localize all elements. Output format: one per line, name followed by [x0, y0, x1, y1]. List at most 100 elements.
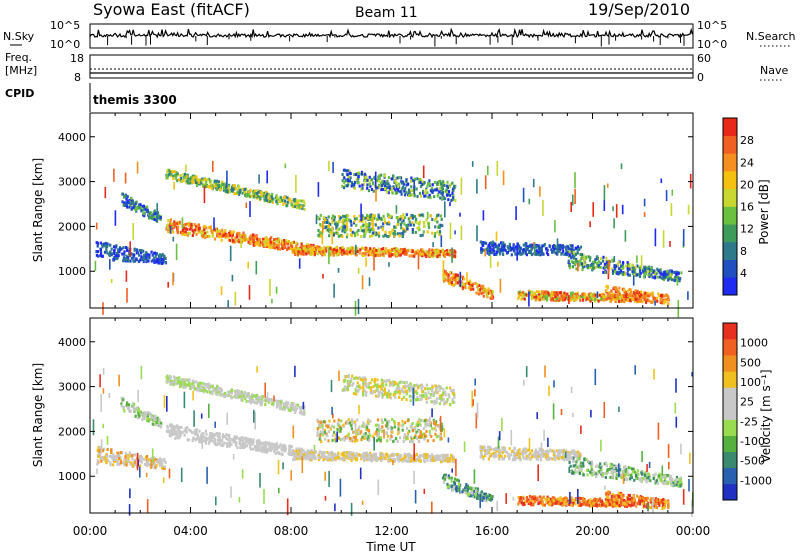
- range-gate-cell: [244, 436, 248, 440]
- range-gate-cell: [200, 389, 203, 392]
- range-gate-cell: [538, 290, 541, 294]
- range-gate-cell: [249, 242, 252, 246]
- range-gate-cell: [376, 186, 379, 190]
- range-gate-cell: [410, 179, 413, 183]
- range-gate-cell: [374, 453, 377, 457]
- range-gate-cell: [349, 451, 352, 455]
- range-gate-cell: [331, 219, 334, 223]
- range-gate-cell: [450, 283, 454, 287]
- range-gate-cell: [495, 253, 498, 256]
- range-gate-cell: [243, 391, 246, 395]
- range-gate-cell: [402, 230, 405, 233]
- range-gate-cell: [362, 223, 365, 227]
- range-gate-cell: [675, 273, 678, 276]
- range-gate-cell: [126, 199, 129, 203]
- range-gate-cell: [259, 442, 262, 445]
- range-gate-cell: [205, 180, 208, 184]
- range-gate-cell: [349, 455, 352, 459]
- range-gate-cell: [189, 227, 192, 231]
- range-gate-cell: [551, 250, 554, 254]
- range-gate-cell: [420, 250, 424, 254]
- range-gate-cell: [375, 187, 378, 191]
- range-gate-cell: [300, 451, 303, 455]
- range-gate-cell: [248, 399, 251, 403]
- range-gate-cell: [416, 194, 419, 198]
- range-gate-streak: [113, 168, 115, 182]
- range-gate-cell: [206, 230, 209, 234]
- range-gate-cell: [145, 458, 148, 462]
- range-gate-cell: [500, 246, 503, 250]
- range-gate-cell: [334, 456, 337, 460]
- range-gate-cell: [271, 399, 274, 403]
- range-gate-cell: [570, 260, 573, 264]
- range-gate-cell: [460, 284, 464, 288]
- range-gate-cell: [366, 186, 369, 190]
- range-gate-cell: [602, 295, 605, 298]
- range-gate-cell: [578, 263, 581, 267]
- range-gate-cell: [599, 265, 602, 269]
- range-gate-cell: [366, 183, 369, 187]
- range-gate-cell: [140, 255, 143, 259]
- range-gate-cell: [487, 292, 490, 295]
- range-gate-cell: [571, 265, 575, 269]
- range-gate-cell: [174, 222, 178, 225]
- range-gate-cell: [272, 197, 275, 201]
- range-gate-cell: [294, 247, 297, 250]
- range-gate-cell: [418, 221, 421, 225]
- range-gate-cell: [159, 218, 162, 221]
- range-gate-cell: [126, 246, 129, 250]
- range-gate-cell: [286, 405, 289, 408]
- range-gate-cell: [613, 286, 616, 289]
- range-gate-cell: [417, 455, 420, 459]
- range-gate-cell: [350, 234, 353, 238]
- range-gate-cell: [318, 231, 321, 235]
- range-gate-cell: [288, 408, 291, 412]
- range-gate-cell: [290, 203, 293, 207]
- range-gate-cell: [341, 235, 344, 239]
- range-gate-cell: [350, 252, 353, 256]
- range-gate-cell: [125, 197, 128, 201]
- range-gate-cell: [270, 192, 274, 196]
- range-gate-cell: [315, 251, 318, 255]
- range-gate-cell: [526, 245, 529, 249]
- range-gate-cell: [133, 247, 136, 251]
- range-gate-cell: [619, 269, 623, 273]
- range-gate-cell: [624, 290, 627, 294]
- range-gate-cell: [402, 182, 405, 186]
- range-gate-cell: [278, 445, 281, 449]
- range-gate-cell: [184, 227, 187, 231]
- range-gate-cell: [363, 459, 366, 463]
- range-gate-cell: [479, 240, 482, 244]
- range-gate-cell: [585, 298, 588, 302]
- range-gate-cell: [255, 191, 258, 195]
- range-gate-cell: [370, 215, 373, 219]
- range-gate-cell: [233, 394, 236, 398]
- range-gate-cell: [341, 220, 344, 224]
- range-gate-cell: [400, 226, 403, 230]
- power-panel-frame: [89, 112, 694, 309]
- range-gate-cell: [296, 253, 300, 257]
- range-gate-cell: [336, 228, 339, 232]
- range-gate-cell: [226, 233, 230, 237]
- range-gate-cell: [347, 179, 350, 183]
- range-gate-cell: [665, 269, 668, 273]
- range-gate-cell: [423, 191, 426, 195]
- range-gate-streak: [240, 237, 242, 249]
- range-gate-cell: [264, 403, 267, 407]
- range-gate-cell: [436, 455, 439, 458]
- range-gate-cell: [178, 431, 181, 435]
- range-gate-cell: [368, 175, 371, 179]
- range-gate-cell: [242, 190, 246, 193]
- range-gate-cell: [380, 173, 383, 177]
- range-gate-cell: [289, 406, 292, 410]
- range-gate-cell: [216, 392, 219, 396]
- range-gate-cell: [671, 278, 674, 282]
- range-gate-cell: [533, 295, 536, 299]
- range-gate-cell: [350, 459, 353, 463]
- range-gate-cell: [225, 442, 228, 446]
- range-gate-cell: [236, 446, 239, 450]
- range-gate-cell: [225, 433, 228, 437]
- range-gate-streak: [245, 202, 248, 209]
- range-gate-cell: [129, 204, 132, 207]
- range-gate-cell: [408, 254, 411, 258]
